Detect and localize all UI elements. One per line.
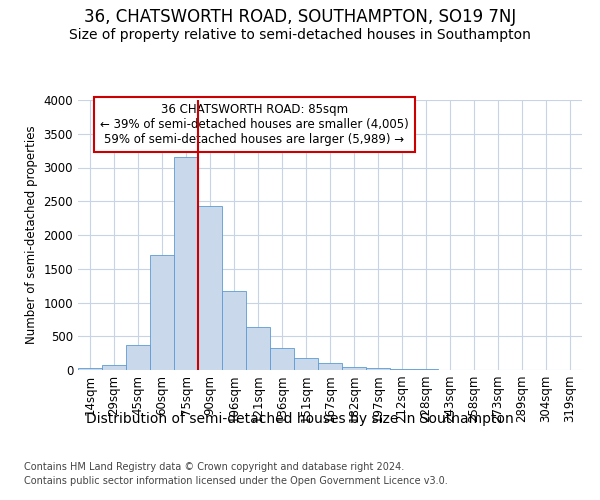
Bar xyxy=(222,290,246,370)
Text: Distribution of semi-detached houses by size in Southampton: Distribution of semi-detached houses by … xyxy=(86,412,514,426)
Bar xyxy=(294,358,318,370)
Text: 36, CHATSWORTH ROAD, SOUTHAMPTON, SO19 7NJ: 36, CHATSWORTH ROAD, SOUTHAMPTON, SO19 7… xyxy=(84,8,516,26)
Y-axis label: Number of semi-detached properties: Number of semi-detached properties xyxy=(25,126,38,344)
Bar xyxy=(150,255,174,370)
Bar xyxy=(246,328,270,370)
Bar xyxy=(390,369,414,370)
Bar xyxy=(366,368,390,370)
Bar xyxy=(270,348,294,370)
Bar xyxy=(102,364,126,370)
Bar xyxy=(78,368,102,370)
Text: Contains HM Land Registry data © Crown copyright and database right 2024.: Contains HM Land Registry data © Crown c… xyxy=(24,462,404,472)
Bar xyxy=(318,362,342,370)
Bar xyxy=(174,158,198,370)
Text: Contains public sector information licensed under the Open Government Licence v3: Contains public sector information licen… xyxy=(24,476,448,486)
Bar xyxy=(126,345,150,370)
Text: 36 CHATSWORTH ROAD: 85sqm
← 39% of semi-detached houses are smaller (4,005)
59% : 36 CHATSWORTH ROAD: 85sqm ← 39% of semi-… xyxy=(100,102,409,146)
Bar xyxy=(198,206,222,370)
Bar xyxy=(342,366,366,370)
Text: Size of property relative to semi-detached houses in Southampton: Size of property relative to semi-detach… xyxy=(69,28,531,42)
